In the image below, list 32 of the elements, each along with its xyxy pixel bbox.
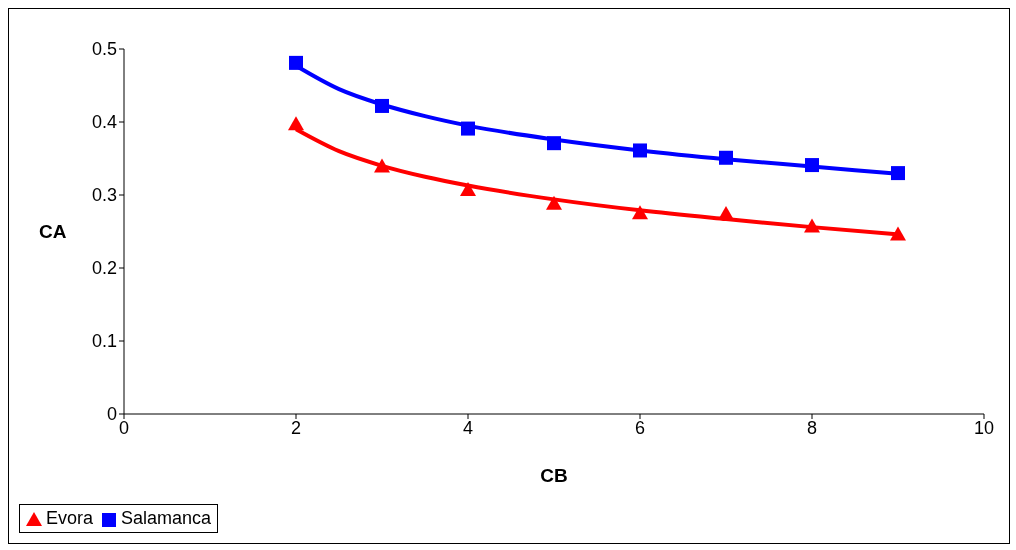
- point: [632, 205, 648, 220]
- x-tick-label: 4: [462, 417, 474, 438]
- point: [804, 218, 820, 233]
- y-tick-label: 0.5: [91, 39, 117, 60]
- point: [547, 136, 561, 151]
- point: [805, 158, 819, 173]
- x-tick-label: 8: [806, 417, 818, 438]
- legend-label: Salamanca: [120, 508, 212, 529]
- y-tick-label: 0.3: [91, 185, 117, 206]
- y-tick-label: 0.1: [91, 331, 117, 352]
- y-axis-title: CA: [39, 221, 67, 243]
- x-tick-label: 0: [118, 417, 130, 438]
- y-tick-label: 0: [106, 404, 117, 425]
- point: [289, 55, 303, 70]
- point: [374, 158, 390, 173]
- x-tick-label: 6: [634, 417, 646, 438]
- point: [460, 181, 476, 196]
- point: [890, 226, 906, 241]
- x-tick-label: 2: [290, 417, 302, 438]
- legend-label: Evora: [45, 508, 94, 529]
- y-tick-label: 0.4: [91, 112, 117, 133]
- point: [546, 195, 562, 210]
- point: [719, 150, 733, 165]
- point: [461, 121, 475, 136]
- point: [375, 98, 389, 113]
- point: [288, 116, 304, 131]
- y-tick-label: 0.2: [91, 258, 117, 279]
- x-tick-label: 10: [973, 417, 995, 438]
- point: [891, 166, 905, 181]
- x-axis-title: CB: [540, 465, 568, 487]
- point: [718, 205, 734, 220]
- point: [633, 143, 647, 158]
